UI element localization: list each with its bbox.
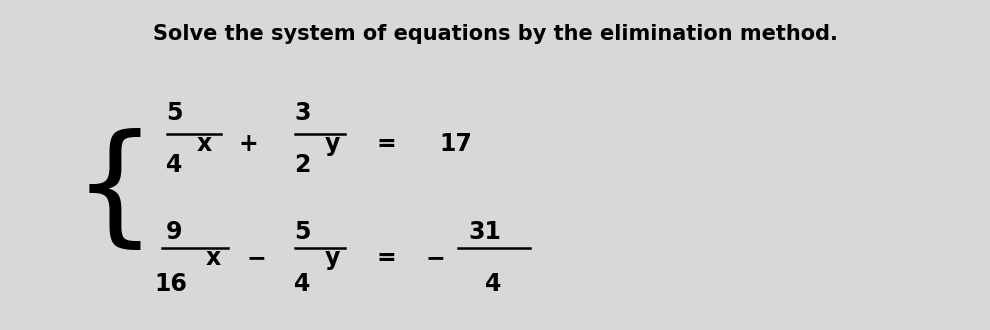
Text: y: y: [325, 132, 340, 156]
Text: −: −: [247, 246, 266, 270]
Text: y: y: [325, 246, 340, 270]
Text: 2: 2: [294, 153, 311, 177]
Text: 31: 31: [468, 220, 502, 244]
Text: x: x: [206, 246, 222, 270]
Text: −: −: [426, 246, 446, 270]
Text: 5: 5: [166, 101, 182, 125]
Text: 5: 5: [294, 220, 311, 244]
Text: =: =: [376, 246, 396, 270]
Text: 9: 9: [166, 220, 182, 244]
Text: 4: 4: [485, 273, 501, 296]
Text: 4: 4: [166, 153, 182, 177]
Text: 3: 3: [294, 101, 311, 125]
Text: {: {: [73, 128, 157, 255]
Text: =: =: [376, 132, 396, 156]
Text: 4: 4: [294, 273, 311, 296]
Text: 17: 17: [440, 132, 472, 156]
Text: x: x: [196, 132, 212, 156]
Text: Solve the system of equations by the elimination method.: Solve the system of equations by the eli…: [152, 24, 838, 44]
Text: +: +: [239, 132, 258, 156]
Text: 16: 16: [154, 273, 188, 296]
